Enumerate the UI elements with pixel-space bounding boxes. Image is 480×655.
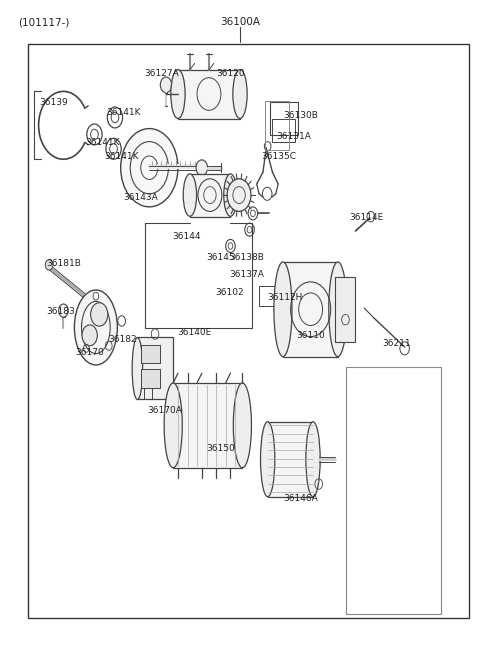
Text: 36150: 36150 bbox=[206, 443, 235, 453]
Ellipse shape bbox=[306, 422, 320, 496]
Text: 36144: 36144 bbox=[172, 232, 201, 240]
Ellipse shape bbox=[74, 290, 117, 365]
Bar bbox=[270, 102, 298, 135]
Text: 36140E: 36140E bbox=[177, 328, 211, 337]
Circle shape bbox=[120, 128, 178, 207]
Text: 36135C: 36135C bbox=[262, 152, 297, 161]
Ellipse shape bbox=[224, 174, 237, 216]
Ellipse shape bbox=[171, 69, 185, 119]
Circle shape bbox=[45, 259, 53, 270]
Text: 36170: 36170 bbox=[75, 348, 104, 358]
Text: 36114E: 36114E bbox=[350, 214, 384, 223]
Text: 36130B: 36130B bbox=[283, 111, 318, 120]
Bar bbox=[173, 383, 242, 468]
Bar bbox=[268, 422, 313, 497]
Bar bbox=[265, 101, 288, 150]
Text: (101117-): (101117-) bbox=[18, 17, 70, 28]
Ellipse shape bbox=[183, 174, 197, 216]
Text: 36141K: 36141K bbox=[104, 152, 139, 161]
Text: 36100A: 36100A bbox=[220, 17, 260, 28]
Text: 36141K: 36141K bbox=[85, 138, 120, 147]
Text: 36211: 36211 bbox=[382, 339, 411, 348]
Circle shape bbox=[59, 304, 68, 317]
Bar bbox=[346, 367, 442, 614]
Bar bbox=[190, 174, 230, 217]
Text: 36141K: 36141K bbox=[107, 108, 141, 117]
Text: 36110: 36110 bbox=[296, 331, 324, 340]
Bar bbox=[178, 70, 240, 119]
Text: 36183: 36183 bbox=[47, 307, 75, 316]
Ellipse shape bbox=[164, 383, 182, 468]
Ellipse shape bbox=[329, 262, 347, 356]
Ellipse shape bbox=[132, 337, 143, 400]
Bar bbox=[141, 369, 160, 388]
Text: 36139: 36139 bbox=[39, 98, 68, 107]
Text: 36143A: 36143A bbox=[123, 193, 158, 202]
Circle shape bbox=[82, 325, 97, 346]
Text: 36145: 36145 bbox=[206, 253, 235, 261]
Circle shape bbox=[160, 77, 172, 93]
Bar bbox=[141, 345, 160, 364]
Bar bbox=[273, 119, 295, 141]
Text: 36131A: 36131A bbox=[276, 132, 311, 141]
Circle shape bbox=[227, 179, 251, 212]
Text: 36112H: 36112H bbox=[268, 293, 303, 302]
Text: 36138B: 36138B bbox=[229, 253, 264, 261]
Ellipse shape bbox=[274, 262, 292, 356]
Bar bbox=[259, 286, 285, 306]
Circle shape bbox=[196, 160, 207, 176]
Bar bbox=[137, 337, 173, 400]
Ellipse shape bbox=[233, 383, 252, 468]
Ellipse shape bbox=[233, 69, 247, 119]
Text: 36127A: 36127A bbox=[144, 69, 180, 78]
Text: 36102: 36102 bbox=[215, 288, 244, 297]
Circle shape bbox=[91, 303, 108, 326]
Text: 36137A: 36137A bbox=[229, 270, 264, 279]
Bar bbox=[283, 262, 338, 357]
Text: 36170A: 36170A bbox=[147, 407, 182, 415]
Text: 36120: 36120 bbox=[216, 69, 245, 78]
Bar bbox=[336, 276, 356, 342]
Ellipse shape bbox=[261, 422, 275, 496]
Text: 36182: 36182 bbox=[109, 335, 137, 344]
Bar bbox=[28, 44, 469, 618]
Text: 36146A: 36146A bbox=[283, 494, 318, 503]
Text: 36181B: 36181B bbox=[47, 259, 82, 268]
